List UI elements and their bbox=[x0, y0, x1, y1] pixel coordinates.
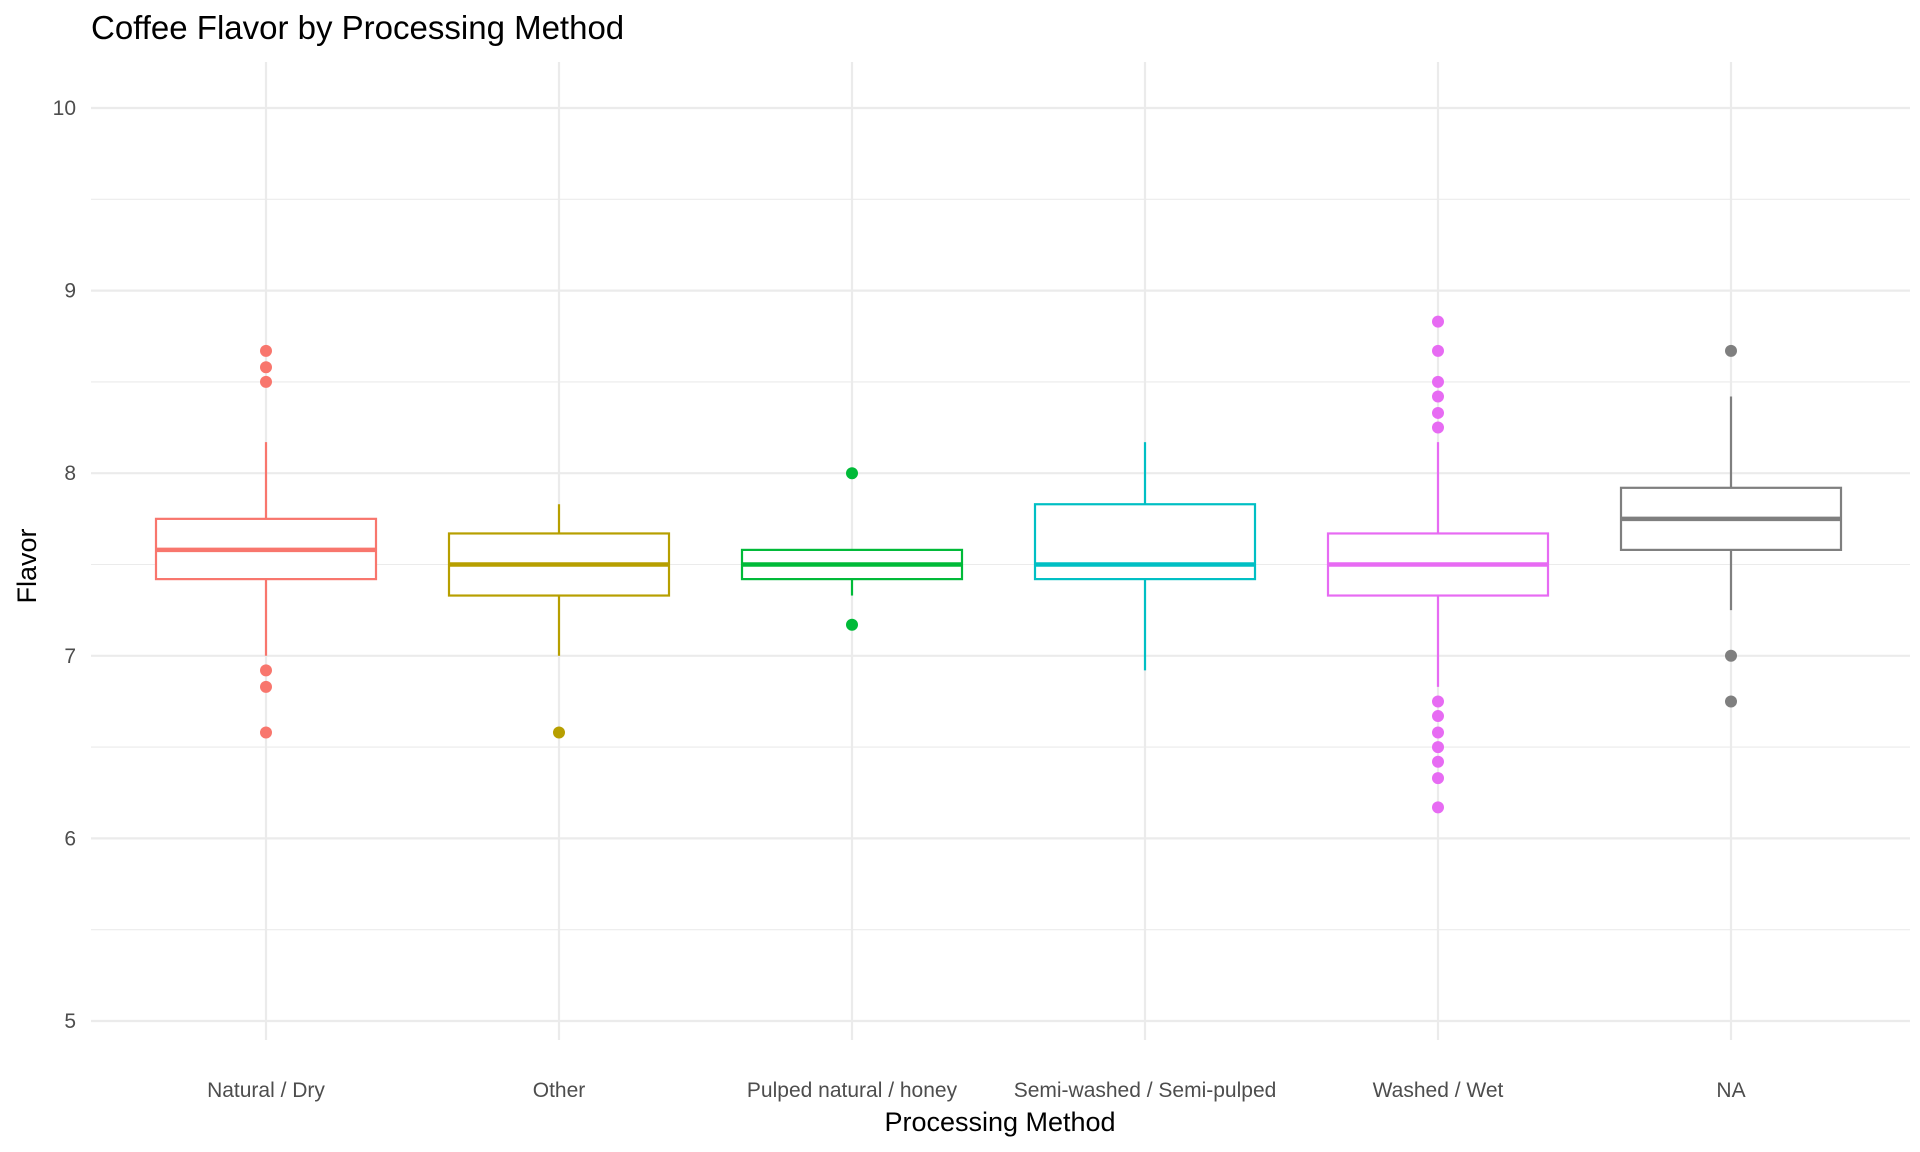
x-tick-label: Semi-washed / Semi-pulped bbox=[1014, 1079, 1277, 1102]
outlier-point bbox=[846, 467, 858, 480]
outlier-point bbox=[1432, 726, 1444, 739]
outlier-point bbox=[1432, 344, 1444, 357]
outlier-point bbox=[1432, 406, 1444, 419]
outlier-point bbox=[1432, 755, 1444, 768]
outlier-point bbox=[260, 726, 272, 739]
y-tick-labels: 5 6 7 8 9 10 bbox=[53, 97, 76, 1033]
x-tick-label: Other bbox=[533, 1079, 586, 1102]
boxes-layer bbox=[154, 315, 1843, 814]
outlier-point bbox=[1432, 390, 1444, 403]
outlier-point bbox=[553, 726, 565, 739]
outlier-point bbox=[260, 680, 272, 693]
y-tick-label: 8 bbox=[64, 462, 76, 485]
outlier-point bbox=[1432, 710, 1444, 723]
outlier-point bbox=[1432, 695, 1444, 708]
box-group bbox=[1326, 315, 1550, 814]
outlier-point bbox=[260, 664, 272, 677]
box-group bbox=[1033, 442, 1257, 671]
outlier-point bbox=[1432, 741, 1444, 754]
box-iqr bbox=[1033, 503, 1257, 581]
x-axis-title: Processing Method bbox=[884, 1107, 1115, 1137]
x-tick-label: Pulped natural / honey bbox=[747, 1079, 958, 1102]
box-group bbox=[154, 344, 378, 739]
x-tick-label: Natural / Dry bbox=[207, 1079, 325, 1102]
outlier-point bbox=[260, 344, 272, 357]
outlier-point bbox=[1725, 344, 1737, 357]
y-axis-title: Flavor bbox=[12, 528, 42, 603]
chart-title: Coffee Flavor by Processing Method bbox=[91, 9, 624, 46]
y-tick-label: 9 bbox=[64, 280, 76, 303]
outlier-point bbox=[846, 618, 858, 631]
y-tick-label: 10 bbox=[53, 97, 76, 120]
outlier-point bbox=[1725, 695, 1737, 708]
x-tick-label: Washed / Wet bbox=[1373, 1079, 1504, 1102]
y-tick-label: 7 bbox=[64, 645, 76, 668]
outlier-point bbox=[1432, 421, 1444, 434]
x-tick-label: NA bbox=[1716, 1079, 1745, 1102]
outlier-point bbox=[260, 375, 272, 388]
y-tick-label: 6 bbox=[64, 827, 76, 850]
y-tick-label: 5 bbox=[64, 1010, 76, 1033]
box-group bbox=[1619, 344, 1843, 708]
outlier-point bbox=[1432, 315, 1444, 328]
outlier-point bbox=[1432, 801, 1444, 814]
x-tick-labels: Natural / Dry Other Pulped natural / honey… bbox=[207, 1079, 1746, 1102]
outlier-point bbox=[1432, 772, 1444, 785]
box-group bbox=[447, 504, 671, 739]
outlier-point bbox=[1432, 375, 1444, 388]
outlier-point bbox=[260, 361, 272, 374]
box-group bbox=[740, 467, 964, 631]
outlier-point bbox=[1725, 649, 1737, 662]
